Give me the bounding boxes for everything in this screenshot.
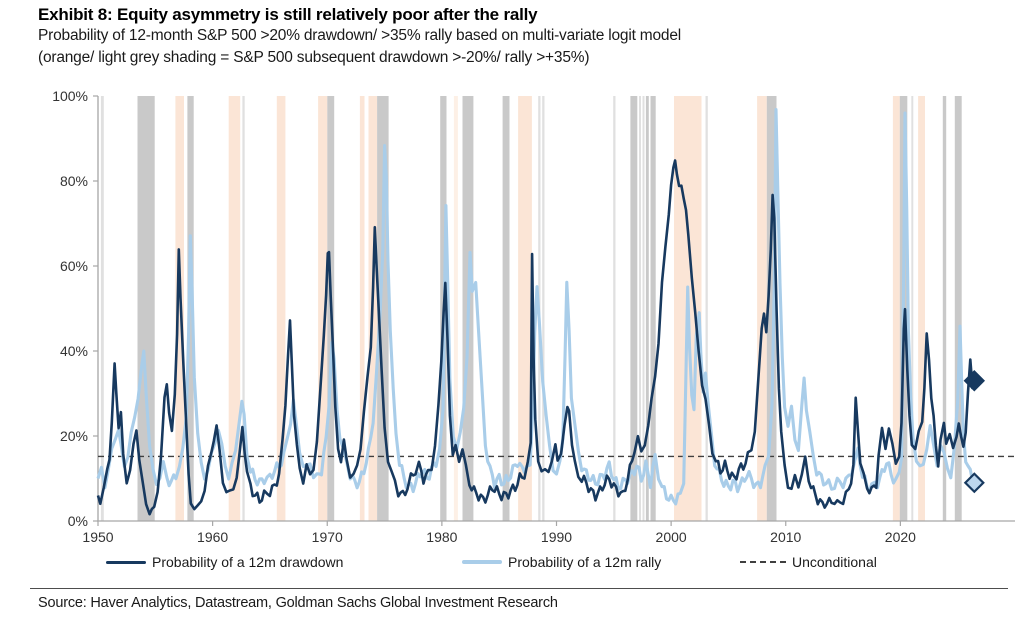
shading-band-orange [892, 96, 900, 521]
legend-item-unconditional: Unconditional [740, 552, 877, 572]
shading-band-grey [502, 96, 510, 521]
legend-swatch-unconditional-icon [740, 561, 786, 563]
exhibit-subtitle-line1: Probability of 12-month S&P 500 >20% dra… [38, 27, 682, 44]
shading-band-orange [757, 96, 767, 521]
shading-band-orange [918, 96, 925, 521]
rally-end-diamond-icon [963, 472, 985, 494]
y-tick-label: 40% [59, 343, 88, 359]
legend-swatch-drawdown-icon [106, 560, 146, 564]
y-tick-label: 0% [67, 513, 88, 529]
shading-band-grey-light [705, 96, 708, 521]
source-text: Source: Haver Analytics, Datastream, Gol… [38, 595, 558, 611]
legend-label-rally: Probability of a 12m rally [508, 554, 662, 570]
x-tick-label: 1990 [540, 529, 573, 545]
shading-band-grey [766, 96, 777, 521]
x-tick-label: 1980 [426, 529, 458, 545]
shading-band-orange [228, 96, 241, 521]
divider-rule [30, 588, 1008, 589]
x-tick-label: 1960 [197, 529, 229, 545]
shading-band-grey [377, 96, 389, 521]
shading-band-grey-light [242, 96, 245, 521]
shading-band-grey [942, 96, 947, 521]
shading-band-grey [954, 96, 962, 521]
shading-band-grey-light [542, 96, 545, 521]
shading-band-orange [518, 96, 532, 521]
shading-band-grey-light [911, 96, 914, 521]
legend-item-drawdown: Probability of a 12m drawdown [106, 552, 343, 572]
drawdown-line [96, 159, 974, 516]
x-tick-label: 2010 [770, 529, 802, 545]
shading-band-orange [276, 96, 286, 521]
shading-band-orange [318, 96, 328, 521]
shading-band-grey [650, 96, 656, 521]
chart-legend: Probability of a 12m drawdown Probability… [0, 552, 1033, 574]
shading-band-grey-light [613, 96, 616, 521]
x-tick-label: 2000 [655, 529, 687, 545]
legend-label-unconditional: Unconditional [792, 554, 877, 570]
shading-band-grey-light [100, 96, 104, 521]
drawdown-end-diamond-icon [963, 370, 986, 392]
y-tick-label: 20% [59, 428, 88, 444]
shading-band-grey [645, 96, 649, 521]
x-tick-label: 2020 [884, 529, 916, 545]
y-tick-label: 60% [59, 258, 88, 274]
legend-item-rally: Probability of a 12m rally [462, 552, 661, 572]
shading-band-grey-light [642, 96, 645, 521]
shading-band-orange-light [453, 96, 458, 521]
x-tick-label: 1950 [82, 529, 114, 545]
shading-band-grey [137, 96, 155, 521]
rally-line [96, 107, 975, 506]
x-tick-label: 1970 [311, 529, 343, 545]
shading-band-orange [359, 96, 365, 521]
exhibit-subtitle-line2: (orange/ light grey shading = S&P 500 su… [38, 49, 590, 66]
y-tick-label: 100% [52, 88, 88, 104]
legend-label-drawdown: Probability of a 12m drawdown [152, 554, 344, 570]
shading-band-grey [630, 96, 638, 521]
exhibit-title: Exhibit 8: Equity asymmetry is still rel… [38, 5, 538, 24]
legend-swatch-rally-icon [462, 560, 502, 564]
y-tick-label: 80% [59, 173, 88, 189]
shading-band-grey-light [639, 96, 641, 521]
